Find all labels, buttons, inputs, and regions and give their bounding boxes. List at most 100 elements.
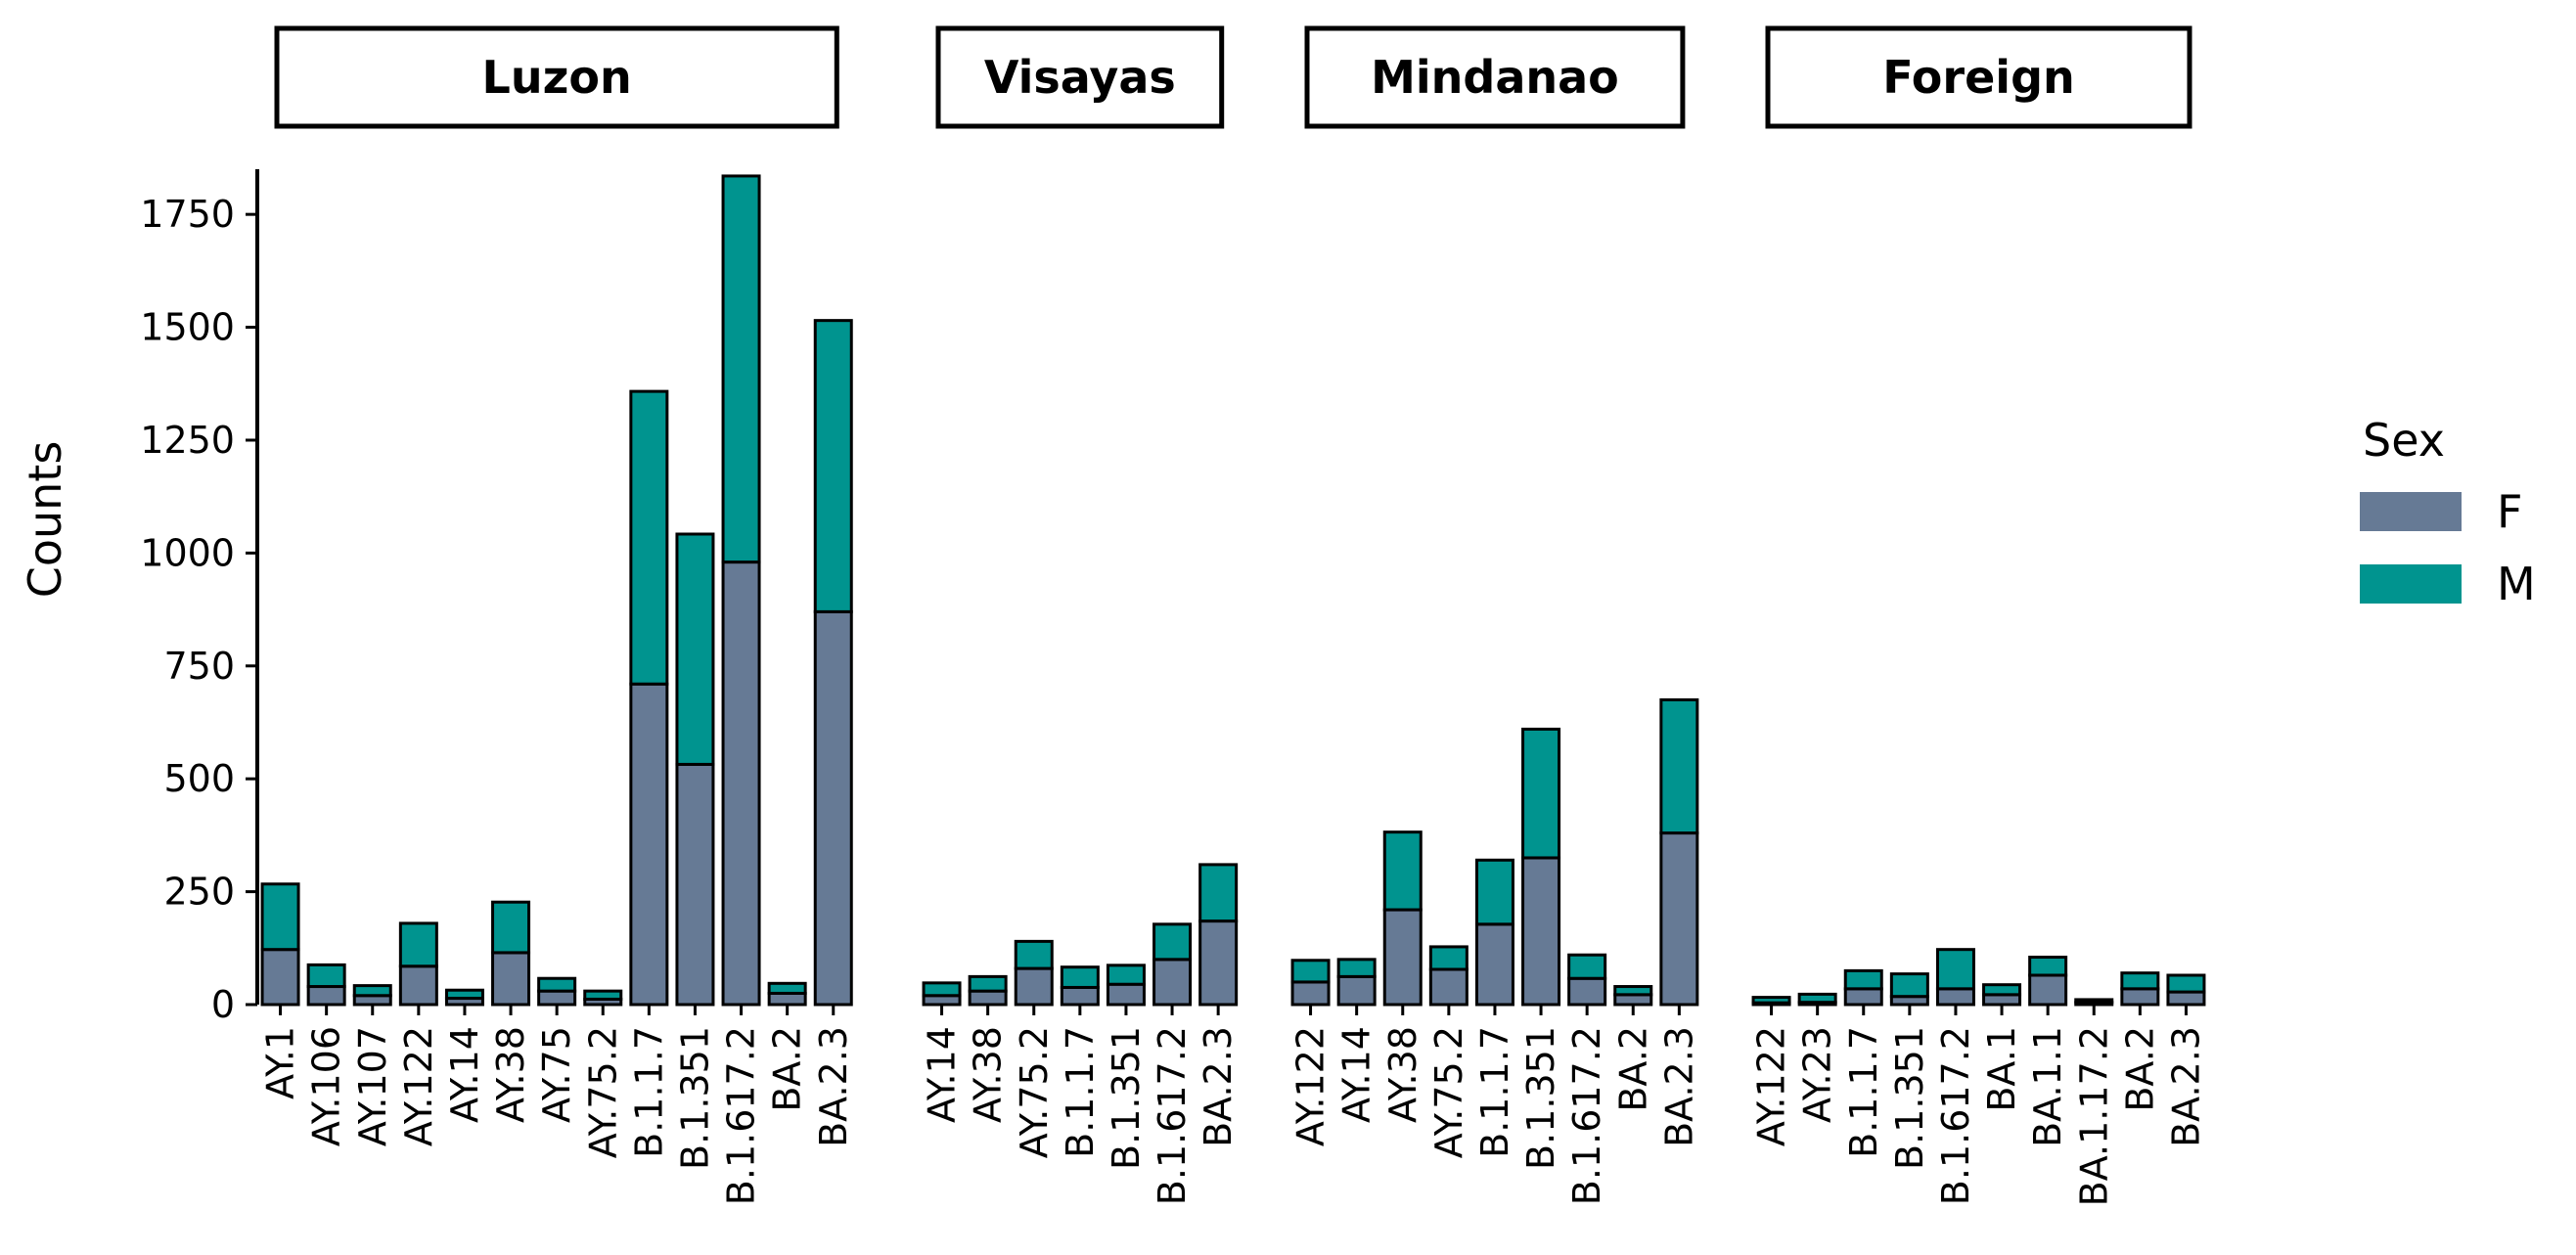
facet-strip-visayas — [935, 25, 1225, 129]
bar-segment-f — [1428, 967, 1469, 1007]
bar-segment-f — [1382, 908, 1423, 1007]
bar-segment-m — [1797, 992, 1837, 1005]
bar-segment-f — [260, 948, 300, 1007]
bar-segment-f — [1290, 980, 1331, 1007]
x-tick-label: AY.14 — [1335, 1026, 1378, 1123]
x-tick-label: AY.23 — [1796, 1026, 1839, 1123]
y-tick-label: 1500 — [140, 306, 235, 349]
bar-segment-f — [1935, 987, 1975, 1007]
legend: Sex FM — [2360, 414, 2536, 610]
bar-segment-f — [721, 560, 761, 1007]
x-tick-label: AY.75.2 — [1013, 1026, 1056, 1158]
y-tick-label: 500 — [163, 757, 235, 800]
x-tick-label: BA.2.3 — [812, 1026, 855, 1147]
x-tick-label: BA.1 — [1980, 1026, 2023, 1112]
y-tick-label: 1250 — [140, 419, 235, 462]
x-tick-label: BA.2.3 — [1197, 1026, 1240, 1147]
bar-segment-m — [1843, 968, 1883, 991]
bar-segment-f — [1014, 966, 1054, 1007]
y-tick-label: 250 — [163, 871, 235, 914]
x-tick-label: BA.1.1 — [2026, 1026, 2069, 1147]
bar-segment-m — [767, 981, 807, 995]
bar-segment-f — [1198, 919, 1239, 1007]
x-tick-label: AY.122 — [1289, 1026, 1333, 1146]
facet-strip-mindanao — [1304, 25, 1686, 129]
bar-segment-m — [2166, 973, 2206, 994]
x-tick-label: B.1.351 — [1105, 1026, 1148, 1170]
x-tick-label: AY.107 — [351, 1026, 394, 1146]
x-tick-label: AY.106 — [305, 1026, 348, 1146]
bar-segment-m — [813, 319, 853, 613]
bar-segment-f — [1843, 987, 1883, 1007]
x-tick-label: BA.2 — [1611, 1026, 1654, 1112]
bar-segment-m — [1889, 972, 1929, 999]
bar-segment-m — [398, 921, 438, 968]
bar-segment-f — [675, 762, 715, 1007]
x-tick-label: B.1.1.7 — [1473, 1026, 1516, 1158]
bar-segment-f — [398, 964, 438, 1007]
y-tick-label: 0 — [211, 983, 235, 1026]
x-tick-label: AY.75.2 — [1427, 1026, 1470, 1158]
bar-segment-f — [537, 989, 577, 1007]
bar-segment-m — [629, 389, 669, 686]
bar-segment-f — [1474, 922, 1514, 1007]
facet-strip-luzon — [274, 25, 839, 129]
x-tick-label: AY.38 — [1381, 1026, 1424, 1123]
bar-segment-m — [352, 984, 392, 998]
bar-segment-f — [1060, 985, 1100, 1007]
x-tick-label: B.1.617.2 — [1565, 1026, 1608, 1205]
y-tick-label: 1750 — [140, 193, 235, 236]
bar-segment-m — [1106, 964, 1146, 986]
x-tick-label: BA.2.3 — [2164, 1026, 2207, 1147]
x-tick-label: AY.14 — [921, 1026, 964, 1123]
facet-foreign: Foreign AY.122 AY.23 B.1.1.7 B.1.351 B.1.617.… — [1750, 25, 2207, 1206]
facet-strip-label-luzon: Luzon — [482, 51, 632, 104]
y-axis: 0 250 500 750 1000 1250 1500 1750 — [140, 169, 259, 1026]
x-tick-label: AY.38 — [967, 1026, 1010, 1123]
bar-segment-m — [1982, 983, 2022, 997]
x-tick-label: B.1.351 — [673, 1026, 716, 1170]
bar-segment-m — [675, 532, 715, 766]
bar-segment-f — [1982, 993, 2022, 1007]
bar-segment-f — [1521, 856, 1561, 1007]
bar-segment-m — [306, 963, 346, 989]
bar-segment-m — [1336, 958, 1377, 978]
bar-segment-f — [767, 991, 807, 1007]
bar-segment-f — [1613, 993, 1653, 1007]
x-tick-label: BA.2 — [766, 1026, 809, 1112]
x-tick-label: B.1.1.7 — [1059, 1026, 1102, 1158]
x-tick-label: AY.75 — [535, 1026, 578, 1123]
legend-items: FM — [2360, 485, 2536, 610]
facet-strip-label-mindanao: Mindanao — [1371, 51, 1619, 104]
bar-segment-f — [2120, 987, 2160, 1007]
bar-segment-m — [2028, 956, 2068, 977]
bar-segment-m — [1474, 858, 1514, 926]
bar-segment-m — [260, 882, 300, 952]
bar-segment-m — [2074, 998, 2114, 1005]
bar-segment-f — [306, 985, 346, 1007]
y-axis-ticks: 0 250 500 750 1000 1250 1500 1750 — [140, 193, 257, 1026]
bar-segment-m — [1198, 863, 1239, 923]
x-tick-label: AY.122 — [397, 1026, 440, 1146]
bar-segment-m — [583, 989, 623, 1001]
bar-segment-f — [2028, 973, 2068, 1007]
x-tick-label: B.1.617.2 — [720, 1026, 763, 1205]
y-tick-label: 1000 — [140, 531, 235, 574]
bar-segment-f — [1336, 974, 1377, 1007]
bar-segment-m — [922, 981, 962, 998]
x-tick-label: B.1.1.7 — [1842, 1026, 1885, 1158]
x-tick-label: B.1.617.2 — [1934, 1026, 1977, 1205]
bar-segment-m — [2120, 971, 2160, 991]
legend-key-m — [2360, 564, 2462, 604]
legend-label-f: F — [2497, 485, 2522, 538]
bar-segment-f — [1567, 976, 1607, 1007]
bar-segment-m — [1567, 953, 1607, 980]
x-tick-label: B.1.1.7 — [627, 1026, 670, 1158]
bar-segment-m — [491, 900, 531, 955]
bar-segment-f — [1106, 982, 1146, 1007]
bar-segment-m — [1382, 830, 1423, 912]
x-tick-label: B.1.351 — [1888, 1026, 1931, 1170]
